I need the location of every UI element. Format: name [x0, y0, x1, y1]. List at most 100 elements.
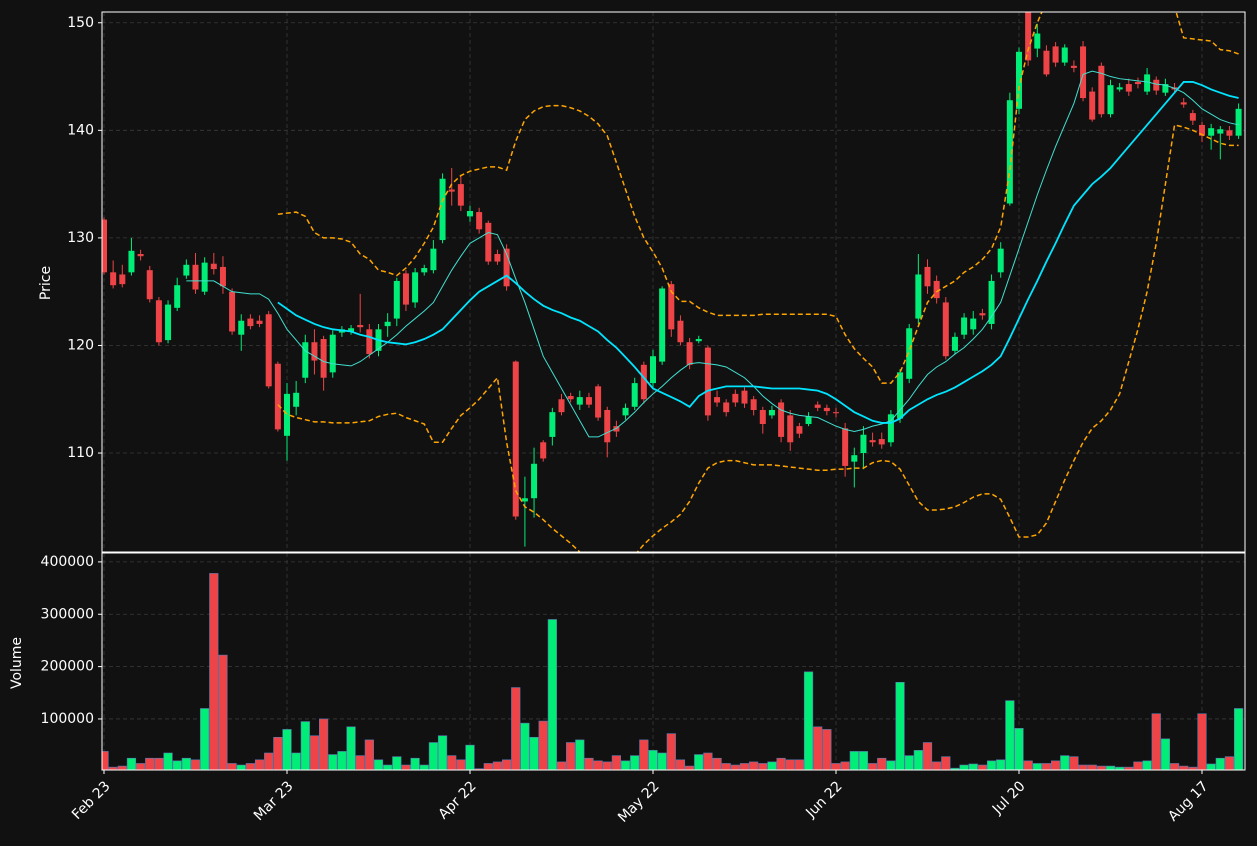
candle-body [430, 248, 437, 271]
candle-body [897, 372, 904, 419]
candle-body [686, 342, 693, 365]
candle-body [110, 272, 117, 286]
volume-bar [1215, 757, 1225, 770]
candle-body [714, 397, 721, 403]
volume-bar [932, 761, 942, 770]
candle-body [650, 356, 656, 384]
candle-body [540, 442, 547, 459]
volume-bar [1060, 755, 1070, 770]
volume-bar [886, 760, 896, 770]
candle-body [183, 264, 190, 276]
volume-bar [364, 739, 374, 770]
candle-body [146, 270, 153, 300]
candle-body [1061, 47, 1068, 63]
volume-bar [593, 760, 603, 770]
volume-bar [227, 763, 237, 770]
candle-body [585, 397, 592, 405]
volume-bar [895, 682, 905, 770]
candle-body [1016, 51, 1022, 109]
volume-bar [419, 764, 429, 770]
volume-bar [392, 756, 402, 770]
volume-bar [867, 763, 878, 770]
volume-bar [959, 764, 969, 770]
volume-bar [383, 764, 393, 770]
candle-body [906, 328, 913, 379]
volume-bar [776, 757, 786, 770]
candle-body [1006, 100, 1013, 204]
volume-bar [483, 763, 493, 770]
candle-body [750, 399, 757, 411]
volume-bar [1032, 763, 1042, 770]
volume-bar [163, 752, 173, 770]
candle-body [640, 364, 647, 400]
volume-bar [264, 752, 274, 770]
volume-bar [154, 757, 164, 770]
candle-body [567, 396, 574, 400]
candle-body [229, 291, 236, 332]
x-tick-label: Aug 17 [1165, 778, 1211, 824]
volume-bar [831, 763, 841, 770]
candle-body [1162, 84, 1169, 93]
volume-bar [236, 764, 246, 770]
candle-body [1107, 85, 1114, 115]
x-tick-label: Mar 23 [251, 778, 297, 824]
candle-body [293, 392, 300, 407]
volume-bar [794, 759, 804, 770]
volume-bar [922, 742, 933, 770]
volume-bar [803, 671, 814, 770]
candle-body [476, 212, 483, 230]
volume-bar [566, 742, 576, 770]
volume-bar [456, 759, 466, 770]
y-axis-label: Price [38, 266, 54, 300]
candle-body [549, 412, 556, 437]
volume-bar [309, 735, 320, 770]
candle-body [631, 383, 638, 407]
volume-bar [986, 760, 997, 770]
candle-body [668, 284, 675, 330]
volume-bar [749, 761, 759, 770]
candle-body [1217, 129, 1224, 134]
candle-body [814, 404, 821, 408]
volume-bar [254, 759, 265, 770]
volume-bar [1197, 713, 1207, 770]
moving-average-line [186, 70, 1239, 438]
candle-body [988, 280, 995, 324]
y-tick-label: 130 [67, 230, 94, 246]
candle-body [741, 390, 748, 404]
candle-body [869, 440, 876, 443]
candle-body [1043, 50, 1050, 75]
candle-body [1070, 65, 1077, 68]
candle-body [924, 266, 931, 287]
candle-body [951, 336, 958, 351]
candle-body [970, 318, 977, 330]
candle-body [1034, 33, 1041, 49]
volume-bar [648, 750, 658, 770]
volume-bar [1160, 738, 1170, 770]
candle-body [1226, 130, 1233, 136]
candle-body [1180, 102, 1187, 105]
candle-body [165, 304, 172, 341]
axes-frame [101, 11, 1246, 553]
volume-bar [849, 751, 859, 770]
plot-area [102, 12, 1242, 552]
volume-bar [556, 761, 567, 770]
candle-body [1125, 84, 1132, 92]
candle-body [137, 254, 144, 257]
candle-body [284, 393, 290, 436]
volume-bar [1051, 760, 1061, 770]
volume-bar [529, 736, 539, 770]
candle-body [759, 410, 766, 424]
volume-bar [1087, 764, 1097, 770]
volume-bar [977, 764, 987, 770]
volume-bar [245, 763, 256, 770]
candle-body [155, 300, 162, 343]
volume-bar [465, 744, 475, 770]
candle-body [247, 318, 254, 327]
candle-body [531, 463, 538, 499]
candle-body [887, 414, 894, 443]
candle-body [1144, 74, 1151, 92]
candle-body [796, 426, 803, 434]
candle-body [704, 347, 711, 416]
candle-body [732, 393, 739, 403]
